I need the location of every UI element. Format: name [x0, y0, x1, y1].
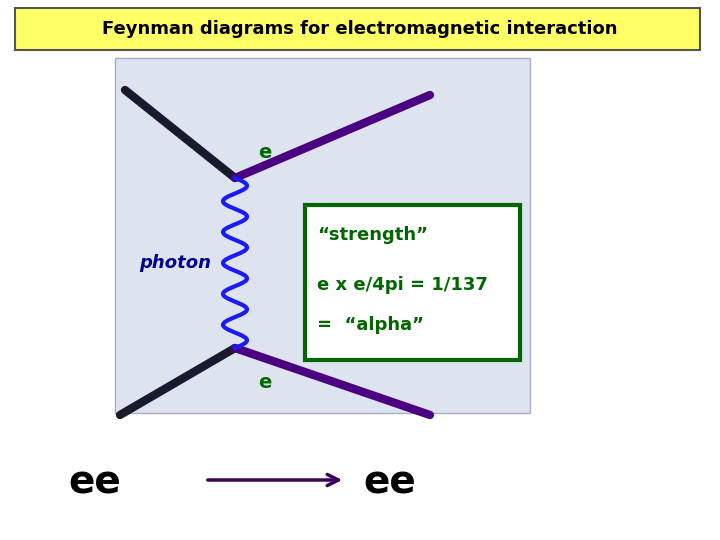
- Text: ee: ee: [364, 464, 416, 502]
- Bar: [305, 205, 520, 360]
- Text: “strength”: “strength”: [317, 226, 428, 244]
- Text: Feynman diagrams for electromagnetic interaction: Feynman diagrams for electromagnetic int…: [102, 20, 618, 38]
- Text: photon: photon: [139, 254, 211, 272]
- Bar: [115, 58, 530, 413]
- Text: e x e/4pi = 1/137: e x e/4pi = 1/137: [317, 276, 488, 294]
- Text: e: e: [258, 144, 271, 163]
- Text: ee: ee: [68, 464, 122, 502]
- Text: =  “alpha”: = “alpha”: [317, 316, 424, 334]
- Bar: [15, 8, 700, 50]
- Text: e: e: [258, 374, 271, 393]
